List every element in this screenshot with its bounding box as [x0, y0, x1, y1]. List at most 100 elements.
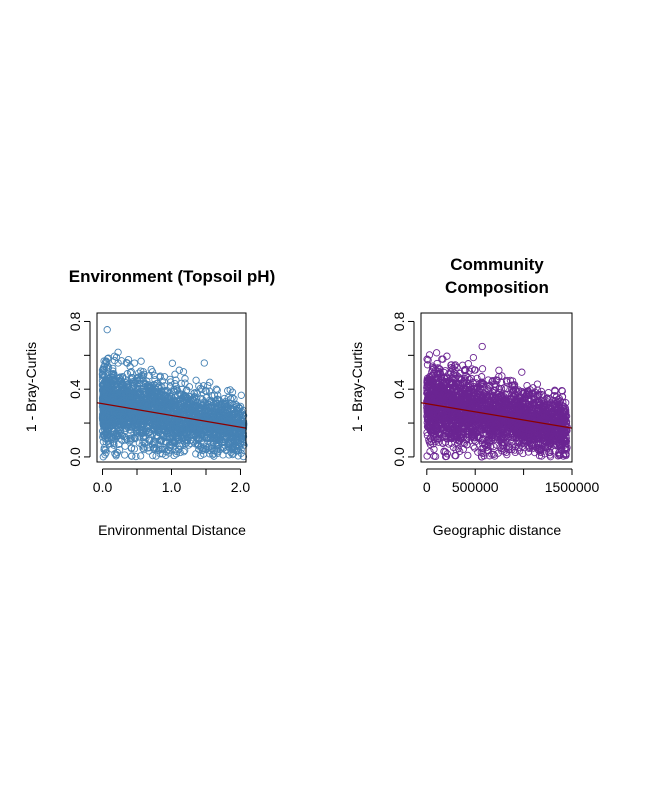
scatter-point	[199, 422, 207, 430]
scatter-point	[518, 368, 526, 376]
scatter-point	[126, 434, 135, 443]
scatter-point	[181, 375, 189, 383]
scatter-point	[127, 444, 136, 452]
y-axis: 0.00.40.8	[67, 312, 91, 467]
scatter-point	[176, 411, 184, 419]
scatter-point	[120, 392, 129, 400]
scatter-point	[117, 357, 126, 365]
scatter-point	[175, 441, 183, 450]
scatter-point	[99, 427, 107, 435]
scatter-point	[232, 442, 240, 450]
scatter-point	[141, 401, 149, 409]
x-tick-label: 2.0	[231, 479, 251, 495]
scatter-point	[100, 422, 108, 430]
scatter-point	[226, 386, 234, 394]
scatter-point	[197, 428, 205, 436]
scatter-point	[171, 407, 180, 415]
scatter-point	[502, 378, 511, 386]
scatter-point	[232, 432, 240, 440]
scatter-point	[236, 402, 245, 411]
scatter-point	[219, 407, 227, 416]
scatter-point	[226, 395, 235, 403]
scatter-point	[167, 378, 175, 386]
scatter-point	[167, 441, 175, 450]
scatter-point	[225, 443, 233, 452]
scatter-point	[213, 386, 221, 394]
scatter-point	[170, 417, 178, 425]
scatter-point	[171, 379, 179, 388]
plot-box	[96, 312, 247, 463]
scatter-point	[157, 445, 165, 453]
scatter-point	[212, 399, 221, 407]
scatter-point	[125, 392, 134, 400]
scatter-point	[470, 444, 479, 452]
scatter-point	[110, 352, 119, 360]
scatter-point	[484, 376, 492, 384]
scatter-point	[99, 389, 107, 398]
scatter-point	[108, 409, 116, 417]
scatter-point	[192, 402, 200, 410]
scatter-point	[142, 434, 150, 442]
scatter-point	[200, 359, 208, 367]
scatter-point	[205, 387, 214, 395]
scatter-point	[161, 423, 170, 431]
scatter-point	[237, 391, 245, 399]
scatter-point	[114, 421, 122, 430]
scatter-point	[192, 450, 200, 458]
scatter-point	[182, 425, 190, 433]
scatter-point	[196, 430, 204, 438]
scatter-point	[168, 359, 177, 367]
scatter-point	[156, 372, 164, 380]
scatter-point	[147, 365, 155, 374]
scatter-point	[138, 425, 147, 434]
scatter-point	[214, 449, 222, 457]
scatter-point	[129, 374, 137, 382]
scatter-point	[214, 435, 223, 443]
scatter-point	[469, 353, 478, 362]
scatter-point	[164, 395, 173, 404]
scatter-point	[111, 410, 119, 418]
scatter-point	[134, 425, 142, 433]
scatter-point	[134, 373, 142, 381]
scatter-point	[227, 448, 235, 457]
scatter-point	[485, 452, 494, 460]
scatter-point	[177, 390, 185, 398]
scatter-point	[206, 378, 214, 386]
scatter-point	[482, 443, 491, 452]
scatter-point	[151, 421, 159, 429]
scatter-point	[239, 452, 248, 461]
scatter-point	[213, 412, 221, 420]
scatter-point	[143, 399, 151, 408]
scatter-point	[233, 436, 241, 444]
scatter-point	[126, 413, 134, 422]
scatter-point	[158, 383, 166, 391]
scatter-point	[143, 397, 151, 405]
scatter-point	[130, 418, 139, 426]
scatter-point	[132, 452, 140, 461]
scatter-point	[230, 395, 238, 403]
scatter-point	[103, 326, 111, 334]
scatter-point	[146, 390, 154, 398]
scatter-point	[150, 410, 158, 418]
scatter-point	[238, 408, 246, 416]
scatter-point	[140, 439, 149, 447]
scatter-point	[104, 437, 112, 445]
scatter-point	[212, 385, 220, 393]
scatter-point	[182, 387, 190, 395]
scatter-point	[465, 367, 474, 375]
scatter-point	[175, 427, 184, 436]
scatter-point	[133, 426, 141, 434]
scatter-point	[130, 359, 139, 367]
scatter-point	[198, 395, 207, 404]
scatter-point	[180, 437, 189, 445]
scatter-point	[225, 439, 233, 447]
scatter-point	[158, 422, 166, 430]
x-tick-label: 0.0	[93, 479, 113, 495]
scatter-point	[174, 445, 183, 454]
panel-community: Community Composition 0 500000 1500000 0.0…	[349, 255, 599, 538]
scatter-point	[179, 368, 188, 376]
scatter-point	[99, 365, 108, 373]
scatter-point	[558, 386, 566, 395]
scatter-point	[145, 447, 153, 455]
scatter-point	[160, 382, 169, 390]
